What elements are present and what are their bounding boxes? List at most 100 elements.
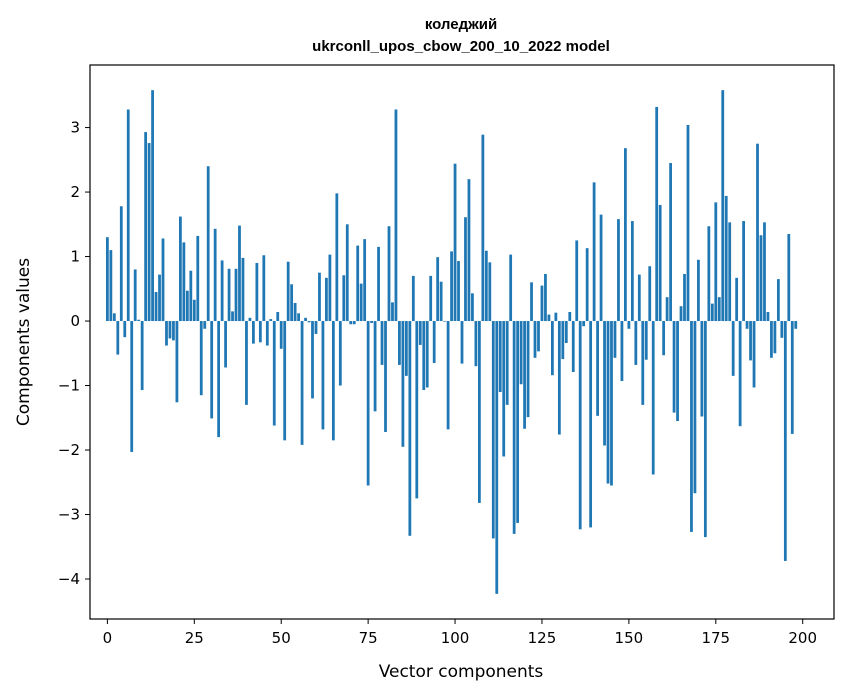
bar <box>217 321 221 438</box>
bar <box>331 321 335 441</box>
bar <box>147 143 151 322</box>
bar <box>241 257 245 322</box>
bar <box>519 321 523 385</box>
bar <box>391 302 394 322</box>
bar <box>474 321 478 367</box>
bar <box>269 319 273 322</box>
bar <box>637 274 641 322</box>
x-tick-label: 200 <box>788 629 817 647</box>
bar <box>154 292 158 322</box>
bar <box>415 321 419 499</box>
bar <box>133 269 137 322</box>
x-tick-label: 50 <box>272 629 291 647</box>
bar <box>314 321 318 334</box>
bar <box>457 261 460 322</box>
bar <box>644 321 648 360</box>
y-tick-label: 1 <box>70 248 80 266</box>
bar <box>721 90 725 322</box>
bar <box>220 260 224 322</box>
bar <box>742 221 745 322</box>
bar <box>432 321 436 363</box>
bar <box>356 245 360 322</box>
bar <box>345 224 349 322</box>
bar <box>759 235 763 322</box>
bar <box>648 266 652 322</box>
bar <box>318 272 321 322</box>
bar <box>439 281 443 322</box>
bar <box>710 303 714 322</box>
bar <box>328 254 332 322</box>
bar <box>436 257 440 322</box>
bar <box>481 134 485 322</box>
bar <box>731 321 735 376</box>
bar <box>700 321 704 417</box>
bar <box>307 321 311 323</box>
bar <box>540 285 544 322</box>
bar <box>398 321 401 365</box>
bar <box>172 321 175 341</box>
bar <box>488 262 492 322</box>
bar <box>703 321 707 538</box>
bar <box>144 132 148 322</box>
x-tick-label: 100 <box>441 629 470 647</box>
bar <box>227 268 231 322</box>
bar <box>773 321 777 354</box>
bar <box>512 321 516 534</box>
bar <box>596 321 599 416</box>
bar <box>213 228 217 322</box>
bar <box>401 321 405 447</box>
plot-frame <box>89 64 835 620</box>
bar <box>311 321 314 399</box>
bar <box>724 195 728 322</box>
bar <box>651 321 655 475</box>
bar <box>290 284 294 322</box>
bar <box>272 321 276 426</box>
bar <box>523 321 526 429</box>
bar <box>342 275 346 322</box>
bar <box>377 246 380 322</box>
bar <box>443 321 447 322</box>
bar <box>130 321 134 452</box>
bar <box>630 221 634 322</box>
bar <box>245 321 248 405</box>
bar <box>283 321 287 441</box>
y-axis-label: Components values <box>14 258 34 426</box>
bar <box>690 321 693 532</box>
bar <box>766 312 770 322</box>
bar <box>665 297 669 322</box>
bar <box>672 321 676 413</box>
bar <box>168 321 172 339</box>
bar <box>526 321 530 418</box>
bar <box>359 283 363 322</box>
bar <box>564 321 568 343</box>
bar <box>613 321 617 358</box>
bar <box>780 321 784 338</box>
x-tick-label: 175 <box>701 629 730 647</box>
bar <box>126 109 130 322</box>
bar <box>450 251 453 322</box>
bar <box>770 321 773 358</box>
bar <box>554 312 558 322</box>
bar <box>794 321 798 329</box>
bar <box>199 321 203 396</box>
bar <box>373 321 377 412</box>
bar <box>627 321 631 329</box>
bar <box>394 109 398 322</box>
bar <box>568 312 572 322</box>
bar <box>224 321 227 368</box>
x-tick-label: 75 <box>359 629 378 647</box>
bar <box>745 321 749 329</box>
bar <box>380 321 384 365</box>
bar <box>206 166 210 322</box>
x-tick-label: 150 <box>615 629 644 647</box>
bar <box>446 321 450 430</box>
bar <box>707 226 711 322</box>
bar <box>231 311 234 322</box>
bars-group <box>105 90 798 594</box>
bar <box>505 321 509 405</box>
bar <box>286 261 290 322</box>
bar <box>119 206 123 322</box>
x-tick-label: 25 <box>185 629 204 647</box>
bar <box>300 321 304 445</box>
bar <box>182 242 186 322</box>
